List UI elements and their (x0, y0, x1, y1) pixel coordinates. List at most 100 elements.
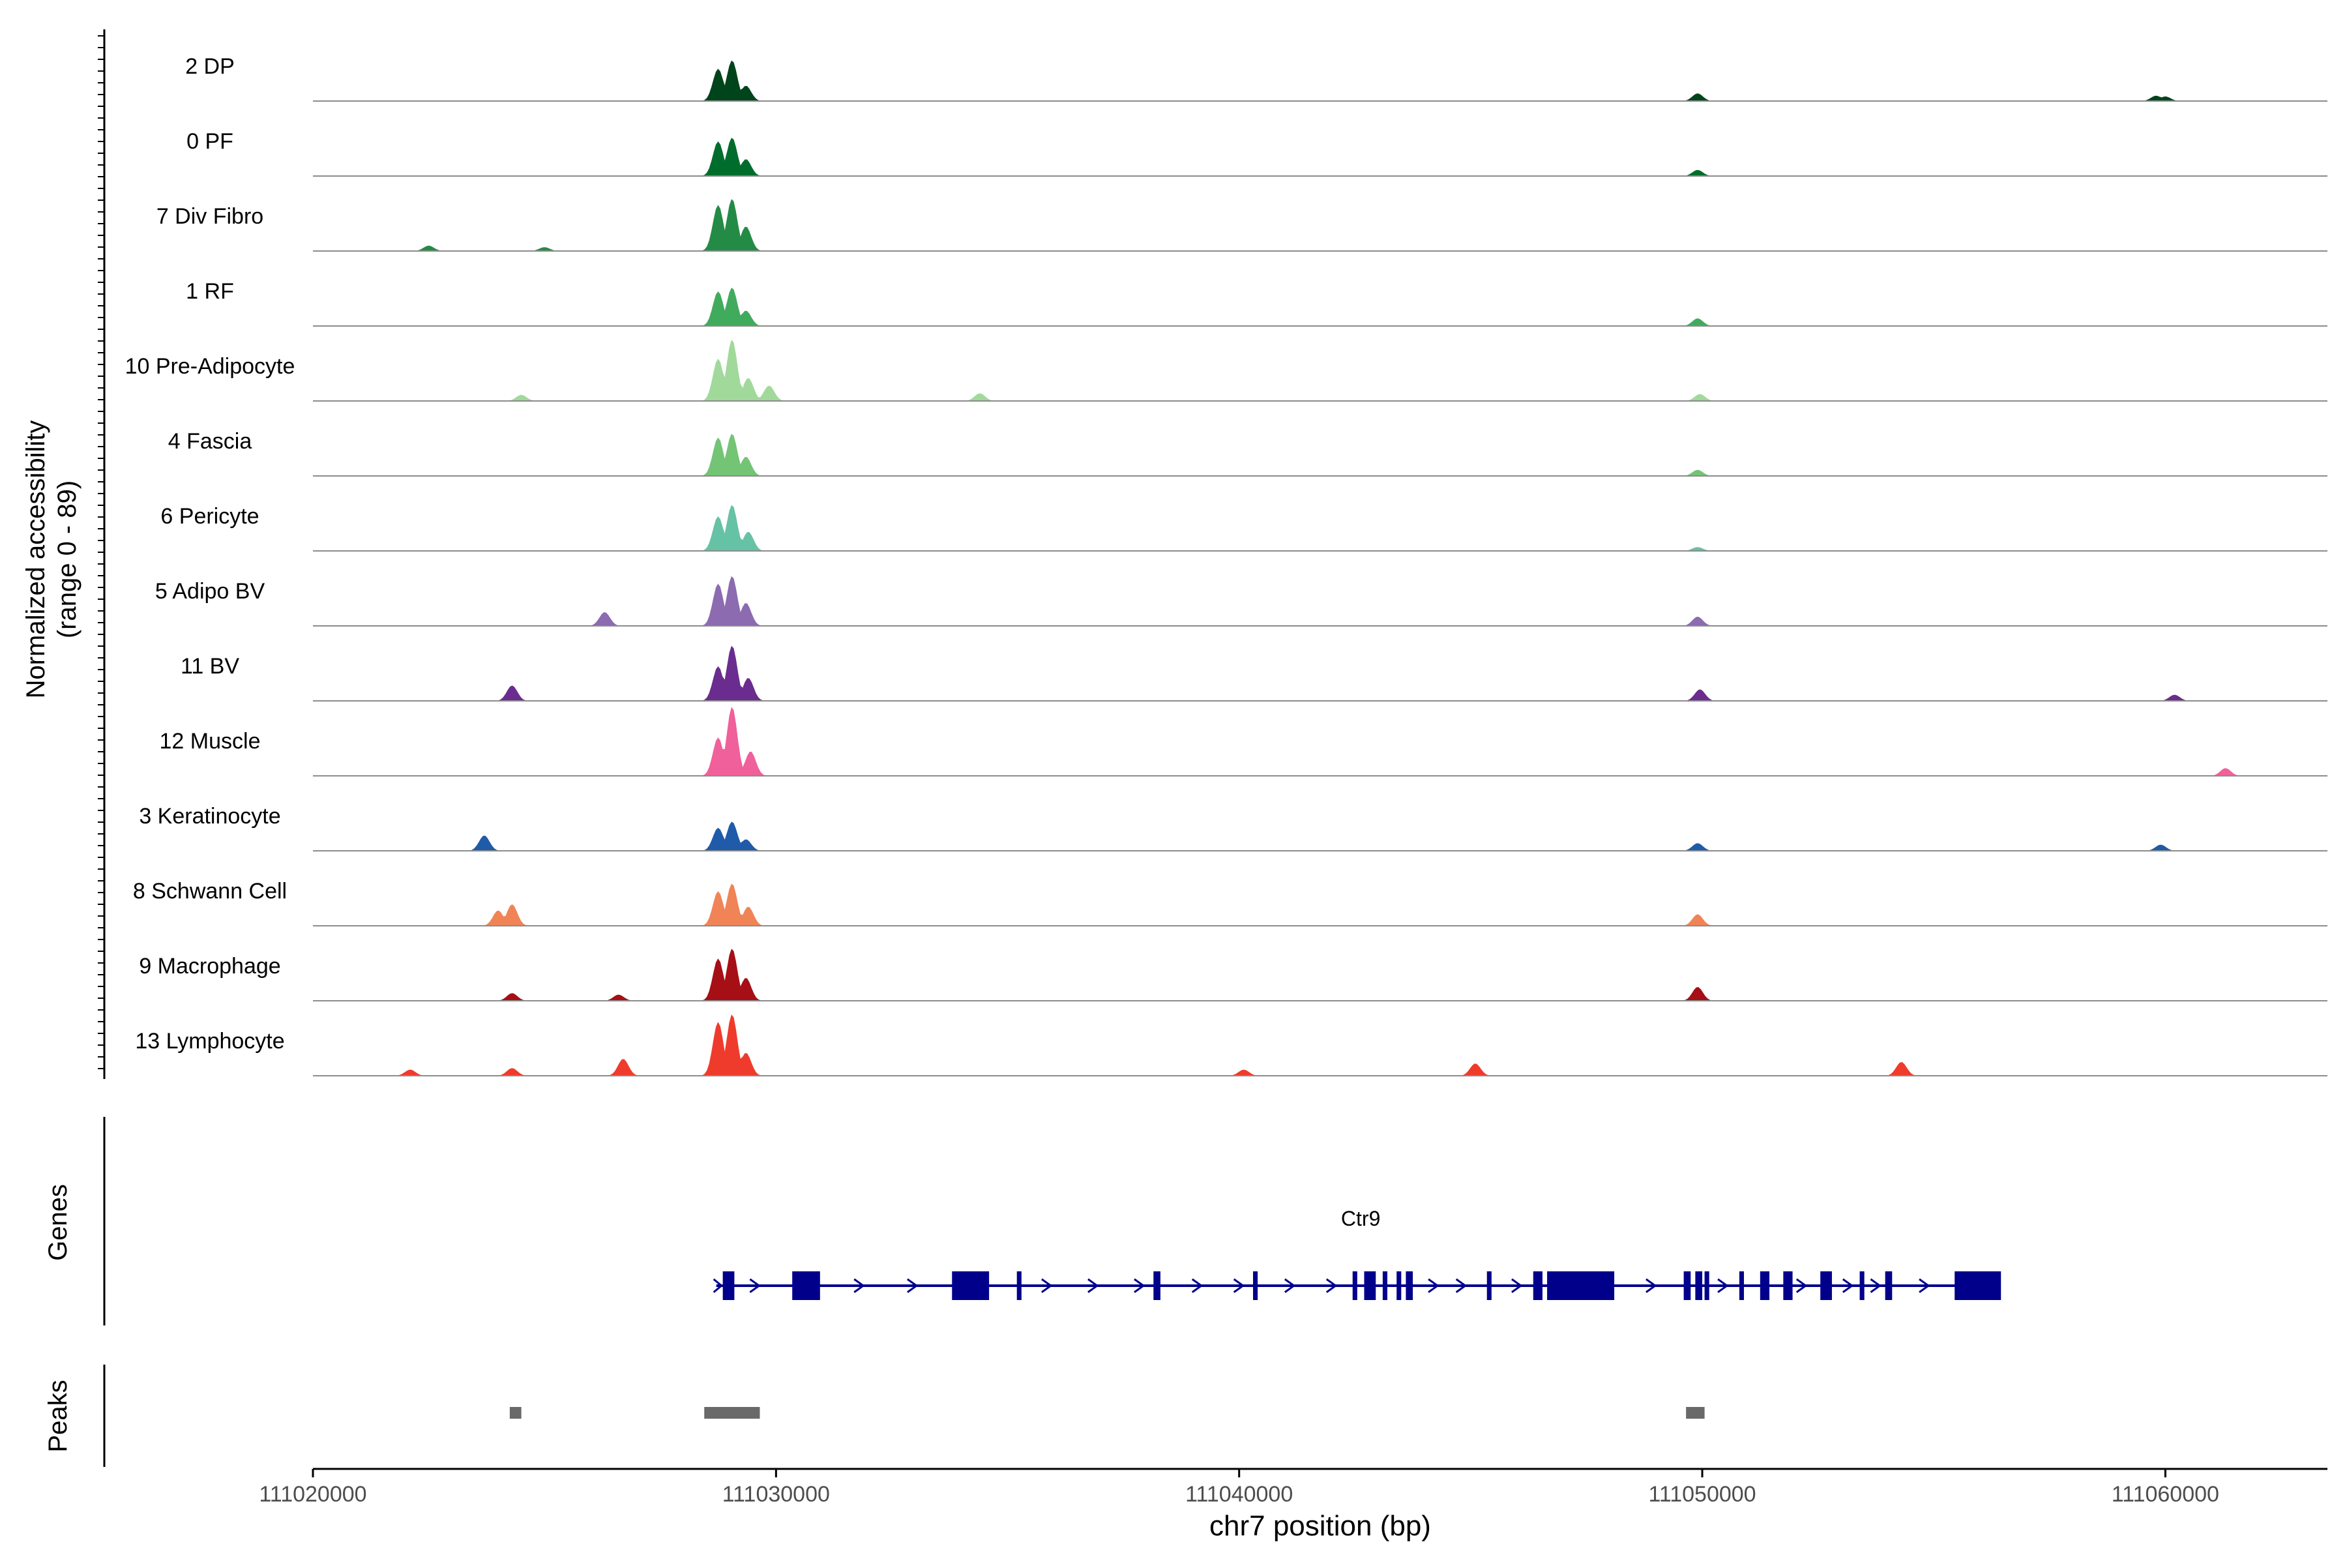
gene-exon-14 (1547, 1271, 1615, 1300)
gene-strand-arrow-1 (749, 1278, 761, 1294)
track-label-4-fascia: 4 Fascia (168, 429, 252, 454)
coverage-area-9-macrophage (313, 949, 2327, 1001)
genes-panel-label: Genes (44, 1184, 72, 1261)
peak-region-2 (704, 1407, 760, 1419)
track-6-pericyte: 6 Pericyte (160, 504, 2327, 552)
gene-strand-arrow-9 (1284, 1278, 1296, 1294)
gene-strand-arrow-15 (1717, 1278, 1729, 1294)
gene-strand-arrow-8 (1233, 1278, 1245, 1294)
peak-region-3 (1686, 1407, 1705, 1419)
coverage-area-10-pre-adipocyte (313, 340, 2327, 401)
coverage-area-3-keratinocyte (313, 821, 2327, 851)
coverage-area-6-pericyte (313, 505, 2327, 551)
x-axis-tick-label-2: 111030000 (722, 1482, 830, 1507)
track-0-pf: 0 PF (186, 129, 2327, 177)
gene-exon-20 (1783, 1271, 1793, 1300)
track-label-13-lymphocyte: 13 Lymphocyte (135, 1029, 284, 1054)
coverage-area-8-schwann-cell (313, 883, 2327, 926)
x-axis: 111020000 111030000 111040000 111050000 1110… (259, 1468, 2327, 1507)
gene-strand-arrow-7 (1191, 1278, 1203, 1294)
gene-exon-21 (1820, 1271, 1832, 1300)
track-13-lymphocyte: 13 Lymphocyte (135, 1014, 2327, 1076)
x-axis-tick-label-1: 111020000 (259, 1482, 366, 1507)
gene-exon-23 (1885, 1271, 1893, 1300)
track-12-muscle: 12 Muscle (160, 707, 2327, 777)
gene-exon-22 (1859, 1271, 1865, 1300)
coverage-area-1-rf (313, 288, 2327, 326)
coverage-area-13-lymphocyte (313, 1014, 2327, 1076)
gene-exon-15 (1683, 1271, 1691, 1300)
x-axis-tick-label-5: 111060000 (2112, 1482, 2219, 1507)
track-label-5-adipo-bv: 5 Adipo BV (155, 579, 265, 604)
gene-strand-arrow-14 (1646, 1278, 1657, 1294)
gene-strand-arrow-5 (1087, 1278, 1099, 1294)
gene-exon-8 (1364, 1271, 1376, 1300)
peak-regions-track (509, 1407, 1705, 1419)
coverage-area-5-adipo-bv (313, 576, 2327, 626)
gene-strand-arrow-10 (1325, 1278, 1338, 1294)
track-4-fascia: 4 Fascia (168, 429, 2327, 477)
gene-strand-arrow-4 (1041, 1278, 1053, 1294)
x-axis-tick-label-3: 111040000 (1185, 1482, 1293, 1507)
gene-strand-arrow-13 (1511, 1278, 1523, 1294)
track-9-macrophage: 9 Macrophage (139, 949, 2327, 1001)
gene-strand-arrow-3 (907, 1278, 919, 1294)
track-3-keratinocyte: 3 Keratinocyte (139, 804, 2327, 851)
gene-exon-7 (1352, 1271, 1357, 1300)
track-2-dp: 2 DP (185, 54, 2327, 102)
coverage-area-7-div-fibro (313, 199, 2327, 251)
track-label-7-div-fibro: 7 Div Fibro (156, 204, 263, 229)
gene-exon-6 (1253, 1271, 1258, 1300)
track-label-11-bv: 11 BV (181, 654, 239, 679)
gene-strand-arrow-17 (1842, 1278, 1854, 1294)
gene-strand-arrow-2 (853, 1278, 865, 1294)
coverage-area-0-pf (313, 138, 2327, 176)
gene-strand-arrow-12 (1455, 1278, 1468, 1294)
y-axis-label: Normalized accessibility (22, 421, 50, 699)
gene-exon-13 (1533, 1271, 1543, 1300)
track-7-div-fibro: 7 Div Fibro (156, 199, 2327, 252)
track-label-12-muscle: 12 Muscle (160, 729, 261, 754)
accessibility-y-axis (98, 29, 106, 1079)
gene-exon-2 (792, 1271, 820, 1300)
gene-exon-1 (722, 1271, 735, 1300)
track-11-bv: 11 BV (181, 645, 2327, 702)
gene-exon-16 (1695, 1271, 1703, 1300)
gene-exon-10 (1396, 1271, 1402, 1300)
coverage-area-4-fascia (313, 434, 2327, 476)
track-label-9-macrophage: 9 Macrophage (139, 954, 280, 979)
gene-exon-18 (1739, 1271, 1744, 1300)
gene-exon-19 (1760, 1271, 1770, 1300)
gene-strand-arrow-16 (1795, 1278, 1808, 1294)
accessibility-tracks: 2 DP 0 PF 7 Div Fibro 1 RF 10 Pre-Adipocyte 4… (125, 54, 2327, 1076)
track-5-adipo-bv: 5 Adipo BV (155, 576, 2327, 627)
coverage-area-12-muscle (313, 707, 2327, 776)
peaks-panel-label: Peaks (44, 1380, 72, 1452)
track-label-3-keratinocyte: 3 Keratinocyte (139, 804, 280, 829)
peak-region-1 (509, 1407, 522, 1419)
gene-strand-arrow-11 (1428, 1278, 1439, 1294)
track-label-2-dp: 2 DP (185, 54, 235, 79)
track-label-6-pericyte: 6 Pericyte (160, 504, 259, 529)
x-axis-label: chr7 position (bp) (1209, 1510, 1431, 1542)
x-axis-tick-label-4: 111050000 (1648, 1482, 1756, 1507)
coverage-area-2-dp (313, 60, 2327, 101)
track-1-rf: 1 RF (186, 279, 2327, 327)
gene-exon-17 (1704, 1271, 1709, 1300)
track-label-8-schwann-cell: 8 Schwann Cell (133, 879, 287, 904)
track-8-schwann-cell: 8 Schwann Cell (133, 879, 2327, 926)
gene-exon-24 (1955, 1271, 2001, 1300)
y-axis-label-range: (range 0 - 89) (53, 481, 81, 638)
gene-annotation-track: Ctr9 (713, 1207, 2001, 1300)
track-label-1-rf: 1 RF (186, 279, 234, 304)
gene-exon-11 (1406, 1271, 1413, 1300)
coverage-area-11-bv (313, 645, 2327, 701)
gene-label-ctr9: Ctr9 (1341, 1207, 1380, 1230)
gene-strand-arrow-6 (1134, 1278, 1145, 1294)
track-label-10-pre-adipocyte: 10 Pre-Adipocyte (125, 354, 295, 379)
gene-exon-5 (1153, 1271, 1160, 1300)
gene-strand-arrow-18 (1870, 1278, 1882, 1294)
